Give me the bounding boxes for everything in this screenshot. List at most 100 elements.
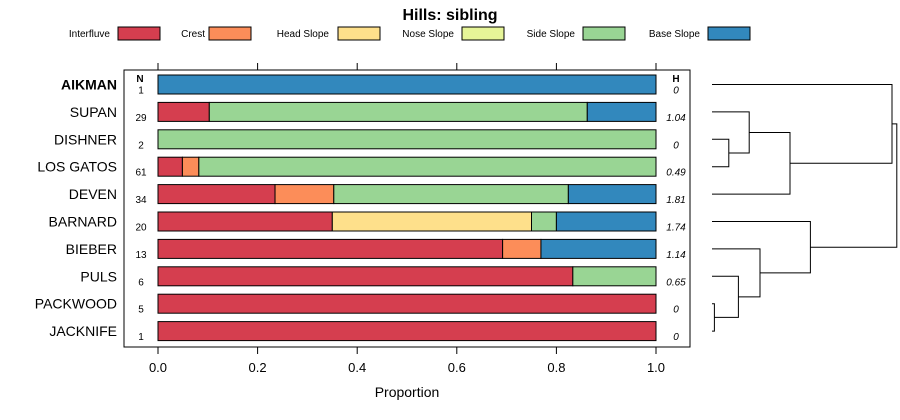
bar-segment-interfluve xyxy=(157,211,333,232)
row-label: DISHNER xyxy=(54,131,117,147)
row-label: BARNARD xyxy=(49,214,117,230)
bar-segment-interfluve xyxy=(157,156,183,177)
bar-segment-head-slope xyxy=(331,211,532,232)
bar-row: DISHNER 2 0 xyxy=(54,129,679,151)
dendrogram-link xyxy=(712,131,791,195)
n-value: 1 xyxy=(138,332,144,343)
x-tick-label: 0.6 xyxy=(448,360,466,375)
bar-row: BARNARD 20 1.74 xyxy=(49,211,686,234)
row-label: DEVEN xyxy=(69,186,117,202)
bar-segment-side-slope xyxy=(333,184,569,205)
bar-row: BIEBER 13 1.14 xyxy=(66,238,686,261)
dendrogram-link xyxy=(712,248,761,298)
bar-segment-base-slope xyxy=(157,74,657,95)
x-axis: 0.0 0.2 0.4 0.6 0.8 1.0 xyxy=(149,346,665,375)
x-axis-title: Proportion xyxy=(375,384,440,400)
h-value: 0.49 xyxy=(666,168,686,179)
h-value: 0 xyxy=(673,140,679,151)
dendrogram xyxy=(712,84,898,332)
dendrogram-link xyxy=(712,303,715,332)
bar-segment-base-slope xyxy=(567,184,657,205)
bar-segment-interfluve xyxy=(157,184,276,205)
bar-row: SUPAN 29 1.04 xyxy=(70,101,686,124)
legend-swatch xyxy=(208,26,252,41)
h-header: H xyxy=(672,74,679,85)
legend: Interfluve Crest Head Slope Nose Slope Side … xyxy=(69,26,751,41)
h-value: 1.74 xyxy=(666,223,686,234)
x-tick-label: 1.0 xyxy=(647,360,665,375)
bar-segment-side-slope xyxy=(208,101,588,122)
h-value: 1.81 xyxy=(666,195,685,206)
bar-segment-crest xyxy=(274,184,335,205)
h-value: 1.04 xyxy=(666,113,686,124)
row-label: AIKMAN xyxy=(61,77,117,93)
legend-label: Crest xyxy=(181,29,205,40)
row-label: JACKNIFE xyxy=(49,323,117,339)
legend-label: Nose Slope xyxy=(402,29,454,40)
dendrogram-link xyxy=(810,123,898,248)
legend-swatch xyxy=(461,26,505,41)
n-header: N xyxy=(136,74,143,85)
x-tick-label: 0.0 xyxy=(149,360,167,375)
n-value: 20 xyxy=(135,223,147,234)
bar-row: AIKMAN 1 0 xyxy=(61,74,679,97)
bar-segment-base-slope xyxy=(540,238,657,259)
bar-segment-crest xyxy=(502,238,542,259)
bar-row: DEVEN 34 1.81 xyxy=(69,184,686,206)
bar-segment-interfluve xyxy=(157,293,657,314)
dendrogram-link xyxy=(712,111,750,154)
bar-segment-side-slope xyxy=(198,156,657,177)
legend-label: Base Slope xyxy=(649,29,701,40)
dendrogram-link xyxy=(712,138,730,168)
n-value: 61 xyxy=(135,168,147,179)
top-axis-ticks xyxy=(157,63,657,70)
legend-label: Side Slope xyxy=(527,29,576,40)
bar-segment-interfluve xyxy=(157,266,574,287)
h-value: 0.65 xyxy=(666,277,686,288)
bar-segment-base-slope xyxy=(555,211,657,232)
legend-label: Head Slope xyxy=(277,29,330,40)
legend-swatch xyxy=(117,26,161,41)
dendrogram-link xyxy=(712,275,739,318)
bar-row: LOS GATOS 61 0.49 xyxy=(37,156,686,179)
bar-segment-interfluve xyxy=(157,238,504,259)
row-label: BIEBER xyxy=(66,241,117,257)
dendrogram-link xyxy=(712,221,811,274)
x-tick-label: 0.2 xyxy=(249,360,267,375)
bar-segment-side-slope xyxy=(531,211,557,232)
bar-segment-interfluve xyxy=(157,321,657,342)
legend-swatch xyxy=(337,26,381,41)
row-label: SUPAN xyxy=(70,104,117,120)
n-value: 34 xyxy=(135,195,147,206)
row-label: PULS xyxy=(80,268,117,284)
bar-segment-interfluve xyxy=(157,101,210,122)
bar-segment-side-slope xyxy=(157,129,657,150)
bar-row: PULS 6 0.65 xyxy=(80,266,686,288)
n-value: 29 xyxy=(135,113,147,124)
n-value: 5 xyxy=(138,305,144,316)
h-value: 0 xyxy=(673,305,679,316)
bar-segment-crest xyxy=(181,156,200,177)
n-value: 1 xyxy=(138,86,144,97)
bar-row: PACKWOOD 5 0 xyxy=(35,293,679,316)
bar-segment-base-slope xyxy=(586,101,657,122)
x-tick-label: 0.8 xyxy=(547,360,565,375)
row-label: LOS GATOS xyxy=(37,159,117,175)
n-value: 6 xyxy=(138,277,144,288)
n-value: 2 xyxy=(138,140,144,151)
bar-segment-side-slope xyxy=(572,266,657,287)
h-value: 0 xyxy=(673,332,679,343)
legend-swatch xyxy=(582,26,626,41)
legend-swatch xyxy=(707,26,751,41)
row-label: PACKWOOD xyxy=(35,296,117,312)
x-tick-label: 0.4 xyxy=(348,360,366,375)
legend-label: Interfluve xyxy=(69,29,111,40)
h-value: 1.14 xyxy=(666,250,686,261)
dendrogram-link xyxy=(712,84,893,164)
h-value: 0 xyxy=(673,86,679,97)
n-value: 13 xyxy=(135,250,147,261)
chart-title: Hills: sibling xyxy=(402,7,497,24)
bar-row: JACKNIFE 1 0 xyxy=(49,321,679,343)
